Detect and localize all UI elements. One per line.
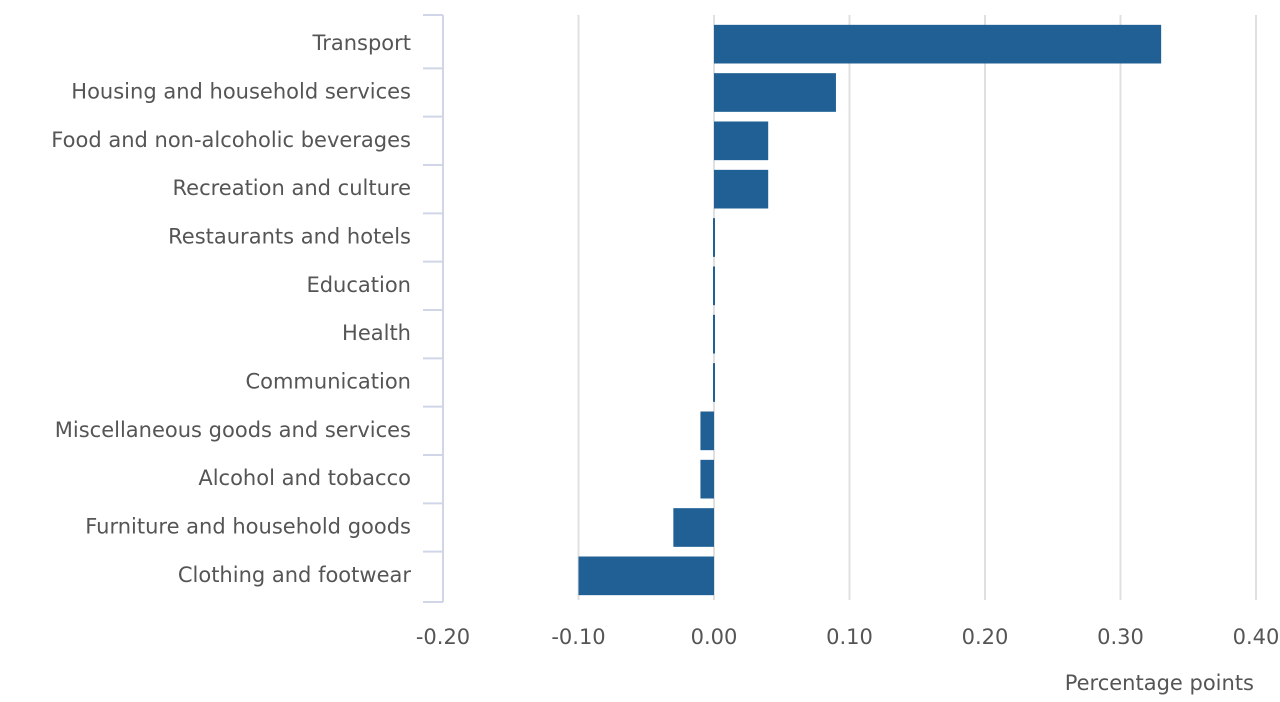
y-tick-label: Restaurants and hotels	[168, 225, 411, 249]
bar	[578, 556, 714, 596]
bar	[713, 314, 715, 354]
bar	[713, 266, 715, 306]
y-tick-label: Housing and household services	[71, 80, 411, 104]
y-tick-label: Miscellaneous goods and services	[55, 418, 411, 442]
y-tick-label: Health	[342, 321, 411, 345]
y-tick-label: Food and non-alcoholic beverages	[51, 128, 411, 152]
x-tick-label: 0.10	[826, 625, 873, 649]
bar	[713, 363, 715, 402]
x-axis-title: Percentage points	[1065, 671, 1254, 695]
bar	[673, 508, 714, 547]
x-tick-label: -0.20	[416, 625, 470, 649]
y-tick-label: Recreation and culture	[173, 176, 412, 200]
y-tick-label: Transport	[311, 31, 411, 55]
bar	[700, 459, 714, 499]
x-tick-label: 0.20	[962, 625, 1009, 649]
bar	[714, 73, 836, 112]
bar	[700, 411, 714, 451]
y-tick-label: Communication	[245, 370, 411, 394]
y-tick-label: Alcohol and tobacco	[198, 466, 411, 490]
x-tick-label: -0.10	[551, 625, 605, 649]
y-tick-label: Education	[306, 273, 411, 297]
x-tick-label: 0.00	[691, 625, 738, 649]
y-tick-label: Clothing and footwear	[178, 563, 412, 587]
x-tick-label: 0.40	[1233, 625, 1280, 649]
y-tick-label: Furniture and household goods	[85, 515, 411, 539]
bar	[713, 218, 715, 257]
x-tick-label: 0.30	[1097, 625, 1144, 649]
bar	[714, 169, 769, 209]
bar	[714, 24, 1162, 64]
bar	[714, 121, 769, 161]
